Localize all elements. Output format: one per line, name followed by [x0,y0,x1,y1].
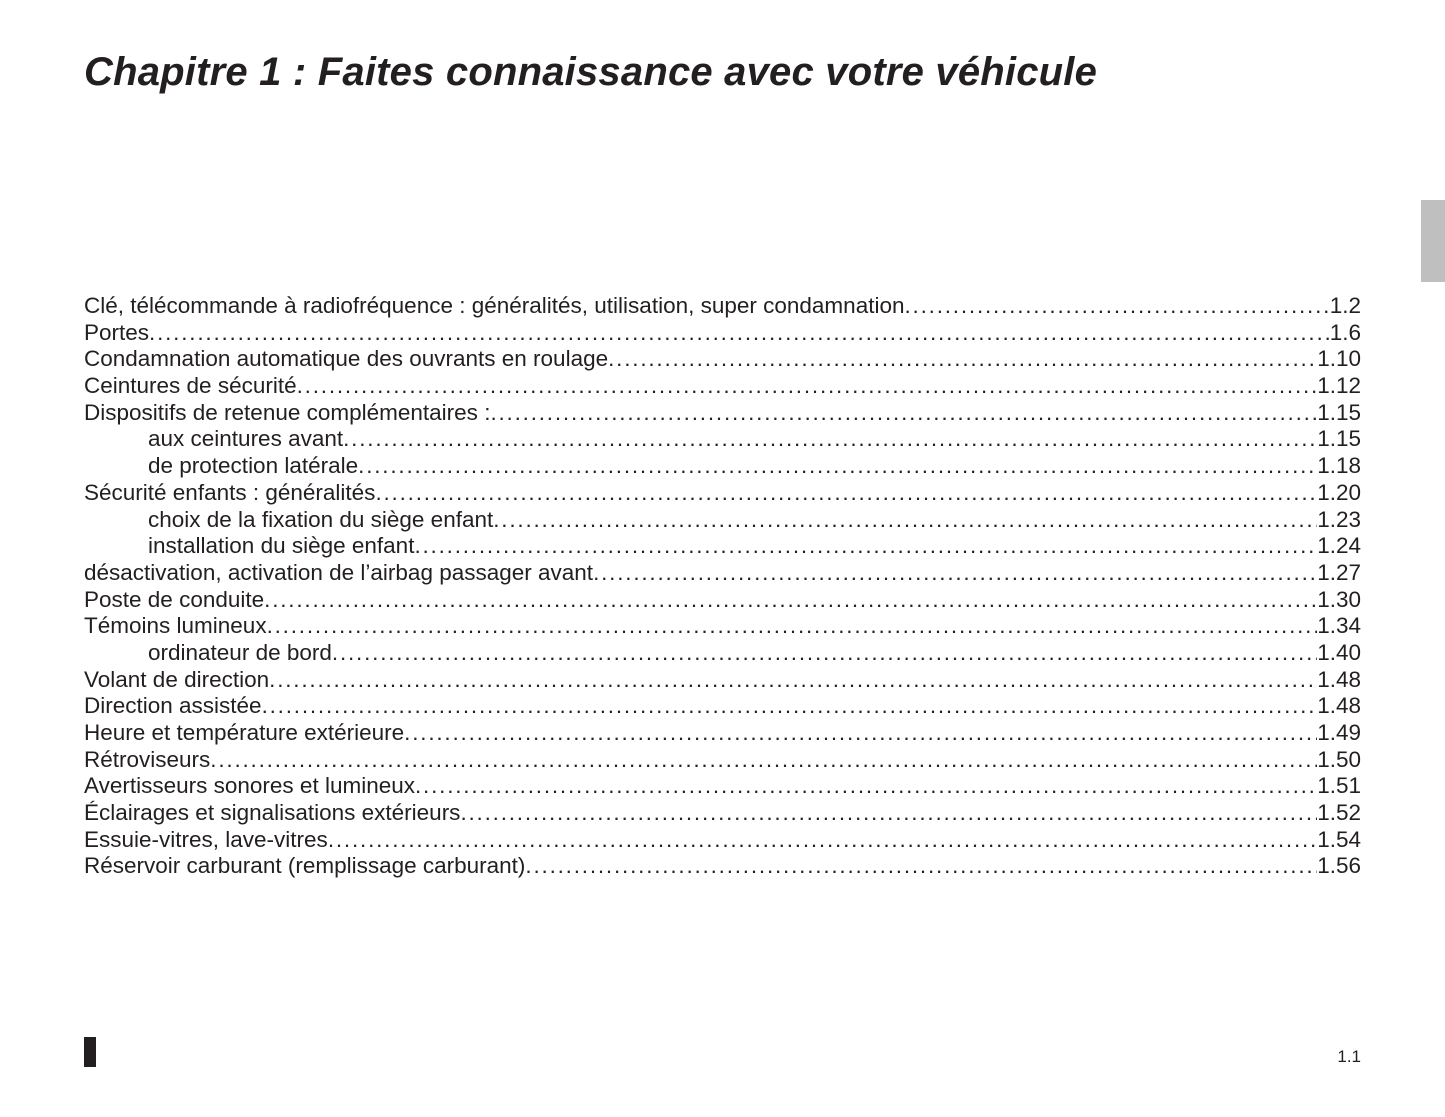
toc-entry-label: Heure et température extérieure [84,722,404,745]
toc-leader-dots: ........................................… [264,589,1317,612]
toc-entry-page: 1.20 [1317,482,1361,505]
table-of-contents: Clé, télécommande à radiofréquence : gén… [84,295,1361,878]
toc-entry-page: 1.6 [1330,322,1361,345]
toc-leader-dots: ........................................… [358,455,1317,478]
crop-mark-icon [84,1037,96,1067]
toc-entry: Ceintures de sécurité...................… [84,375,1361,398]
toc-entry: Portes..................................… [84,322,1361,345]
toc-entry-label: Condamnation automatique des ouvrants en… [84,348,608,371]
toc-entry-label: Poste de conduite [84,589,264,612]
toc-entry: Avertisseurs sonores et lumineux........… [84,775,1361,798]
thumb-index-tab [1421,200,1445,282]
toc-entry-page: 1.48 [1317,669,1361,692]
page: Chapitre 1 : Faites connaissance avec vo… [0,0,1445,1117]
toc-entry: installation du siège enfant............… [84,535,1361,558]
page-folio: 1.1 [1337,1047,1361,1067]
toc-entry-page: 1.54 [1317,829,1361,852]
toc-entry-page: 1.50 [1317,749,1361,772]
toc-entry-page: 1.34 [1317,615,1361,638]
toc-entry-label: Clé, télécommande à radiofréquence : gén… [84,295,904,318]
toc-entry-label: Sécurité enfants : généralités [84,482,375,505]
toc-leader-dots: ........................................… [608,348,1317,371]
toc-entry-page: 1.12 [1317,375,1361,398]
toc-entry-page: 1.23 [1317,509,1361,532]
toc-entry: Condamnation automatique des ouvrants en… [84,348,1361,371]
toc-entry-label: Volant de direction [84,669,269,692]
toc-leader-dots: ........................................… [525,855,1317,878]
toc-entry: Dispositifs de retenue complémentaires :… [84,402,1361,425]
toc-leader-dots: ........................................… [297,375,1318,398]
toc-entry: Essuie-vitres, lave-vitres..............… [84,829,1361,852]
toc-entry: Témoins lumineux........................… [84,615,1361,638]
toc-entry-label: choix de la fixation du siège enfant [148,509,493,532]
toc-entry: Éclairages et signalisations extérieurs.… [84,802,1361,825]
toc-entry-page: 1.27 [1317,562,1361,585]
toc-entry: désactivation, activation de l’airbag pa… [84,562,1361,585]
toc-leader-dots: ........................................… [493,509,1317,532]
toc-entry-page: 1.40 [1317,642,1361,665]
toc-entry-page: 1.18 [1317,455,1361,478]
toc-entry: Poste de conduite.......................… [84,589,1361,612]
toc-entry: ordinateur de bord......................… [84,642,1361,665]
toc-entry-page: 1.15 [1317,402,1361,425]
toc-leader-dots: ........................................… [414,535,1317,558]
toc-leader-dots: ........................................… [210,749,1317,772]
toc-leader-dots: ........................................… [262,695,1318,718]
toc-entry: Réservoir carburant (remplissage carbura… [84,855,1361,878]
toc-entry-page: 1.15 [1317,428,1361,451]
toc-leader-dots: ........................................… [415,775,1317,798]
toc-leader-dots: ........................................… [149,322,1330,345]
toc-leader-dots: ........................................… [375,482,1317,505]
toc-entry-label: Réservoir carburant (remplissage carbura… [84,855,525,878]
toc-leader-dots: ........................................… [593,562,1317,585]
toc-entry-label: de protection latérale [148,455,358,478]
toc-entry-page: 1.2 [1330,295,1361,318]
toc-entry-label: Éclairages et signalisations extérieurs [84,802,460,825]
toc-entry-label: Rétroviseurs [84,749,210,772]
toc-leader-dots: ........................................… [269,669,1317,692]
toc-leader-dots: ........................................… [343,428,1317,451]
toc-leader-dots: ........................................… [490,402,1317,425]
toc-entry-page: 1.48 [1317,695,1361,718]
toc-entry: aux ceintures avant.....................… [84,428,1361,451]
toc-leader-dots: ........................................… [267,615,1318,638]
toc-entry-label: désactivation, activation de l’airbag pa… [84,562,593,585]
toc-entry-label: Essuie-vitres, lave-vitres [84,829,328,852]
toc-entry: Rétroviseurs............................… [84,749,1361,772]
toc-entry-label: Témoins lumineux [84,615,267,638]
toc-entry: choix de la fixation du siège enfant....… [84,509,1361,532]
toc-entry-label: aux ceintures avant [148,428,343,451]
toc-leader-dots: ........................................… [460,802,1317,825]
toc-leader-dots: ........................................… [328,829,1317,852]
toc-leader-dots: ........................................… [904,295,1329,318]
toc-leader-dots: ........................................… [332,642,1317,665]
toc-entry-label: installation du siège enfant [148,535,414,558]
toc-entry-label: Portes [84,322,149,345]
toc-entry-label: Ceintures de sécurité [84,375,297,398]
toc-entry: Clé, télécommande à radiofréquence : gén… [84,295,1361,318]
toc-entry: Volant de direction.....................… [84,669,1361,692]
toc-leader-dots: ........................................… [404,722,1317,745]
toc-entry-label: Avertisseurs sonores et lumineux [84,775,415,798]
toc-entry-page: 1.30 [1317,589,1361,612]
toc-entry: Direction assistée......................… [84,695,1361,718]
toc-entry-page: 1.51 [1317,775,1361,798]
toc-entry-page: 1.56 [1317,855,1361,878]
toc-entry-label: Dispositifs de retenue complémentaires : [84,402,490,425]
chapter-title: Chapitre 1 : Faites connaissance avec vo… [84,50,1361,95]
toc-entry-page: 1.24 [1317,535,1361,558]
toc-entry: Heure et température extérieure.........… [84,722,1361,745]
toc-entry-page: 1.52 [1317,802,1361,825]
toc-entry-label: ordinateur de bord [148,642,332,665]
toc-entry: Sécurité enfants : généralités..........… [84,482,1361,505]
toc-entry-page: 1.10 [1317,348,1361,371]
toc-entry-page: 1.49 [1317,722,1361,745]
toc-entry: de protection latérale..................… [84,455,1361,478]
toc-entry-label: Direction assistée [84,695,262,718]
